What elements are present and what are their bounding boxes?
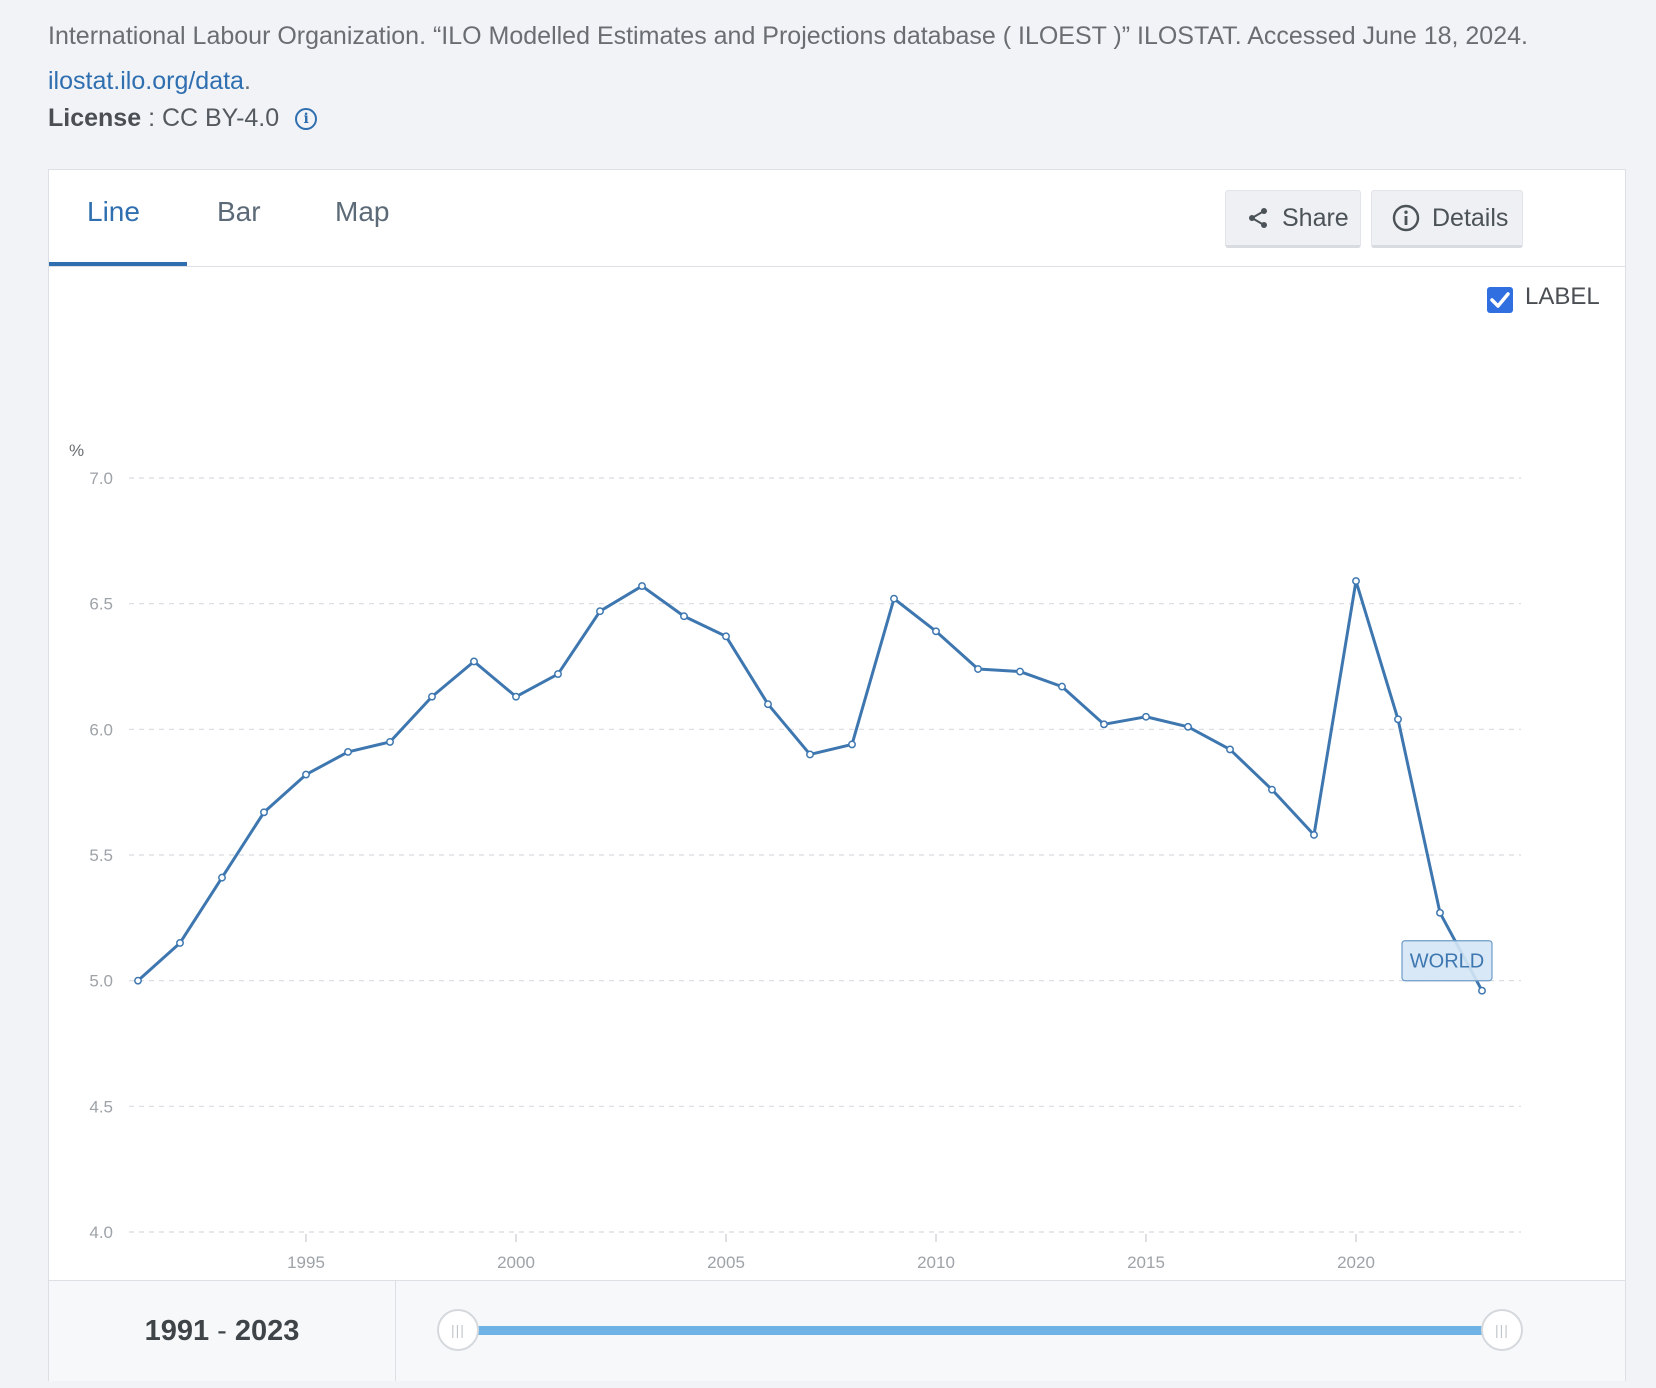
data-point xyxy=(596,607,604,616)
data-point xyxy=(1436,908,1444,917)
x-tick-label: 2000 xyxy=(497,1253,535,1272)
data-point xyxy=(176,939,184,947)
range-start: 1991 xyxy=(144,1314,210,1347)
series-line xyxy=(136,579,1484,992)
data-point xyxy=(1142,712,1150,721)
label-toggle-text: LABEL xyxy=(1525,283,1600,310)
data-point xyxy=(386,737,394,746)
license-value: : CC BY-4.0 xyxy=(148,104,280,132)
data-point xyxy=(428,692,436,701)
data-point xyxy=(1352,577,1360,585)
chart-panel: Line Bar Map Share Details % 7.0 6.5 6.0 5.5… xyxy=(48,169,1626,1381)
y-tick-label: 6.0 xyxy=(89,720,113,739)
data-point xyxy=(218,873,226,882)
range-handle-end[interactable]: ||| xyxy=(1481,1309,1523,1351)
y-tick-label: 5.0 xyxy=(89,972,113,991)
x-tick-label: 1995 xyxy=(287,1253,325,1272)
data-point xyxy=(1268,785,1276,794)
range-slider-track[interactable] xyxy=(461,1326,1501,1335)
citation: International Labour Organization. “ILO … xyxy=(48,14,1628,104)
share-icon xyxy=(1249,208,1267,228)
data-point xyxy=(890,594,898,603)
data-point xyxy=(638,582,646,591)
data-point xyxy=(1310,830,1318,839)
series-label-box xyxy=(1401,940,1493,982)
tab-line[interactable]: Line xyxy=(87,196,140,227)
y-tick-label: 4.0 xyxy=(89,1223,113,1242)
range-end: 2023 xyxy=(234,1314,300,1347)
data-point xyxy=(1016,667,1024,676)
y-tick-label: 6.5 xyxy=(89,595,113,614)
data-point xyxy=(806,750,814,759)
data-point xyxy=(470,657,478,666)
license-label: License xyxy=(48,104,142,132)
share-button[interactable]: Share xyxy=(1225,190,1361,248)
data-point xyxy=(932,627,940,636)
data-point xyxy=(848,740,856,749)
y-axis-label: % xyxy=(69,441,84,460)
data-point xyxy=(1058,682,1066,691)
info-icon[interactable]: i xyxy=(295,107,318,130)
data-point xyxy=(680,612,688,621)
line-chart: % 7.0 6.5 6.0 5.5 5.0 4.5 4.0 1995 2000 2005 2010 20… xyxy=(69,441,1521,1272)
tab-map[interactable]: Map xyxy=(335,196,390,227)
data-point xyxy=(1478,986,1486,995)
data-point xyxy=(302,770,310,779)
y-tick-label: 4.5 xyxy=(89,1097,113,1116)
data-point xyxy=(344,748,352,756)
x-tick-label: 2015 xyxy=(1127,1253,1165,1272)
share-label: Share xyxy=(1282,203,1349,232)
data-point xyxy=(134,976,142,985)
data-point xyxy=(1100,720,1108,729)
label-checkbox[interactable] xyxy=(1487,287,1513,313)
series-label: WORLD xyxy=(1410,951,1484,973)
y-tick-label: 5.5 xyxy=(89,846,113,865)
data-point xyxy=(764,700,772,709)
tab-bar[interactable]: Bar xyxy=(217,196,261,227)
citation-text: International Labour Organization. “ILO … xyxy=(48,22,1528,50)
data-point xyxy=(1394,715,1402,724)
y-tick-label: 7.0 xyxy=(89,469,113,488)
active-tab-indicator xyxy=(49,262,187,266)
details-label: Details xyxy=(1432,203,1509,232)
data-point xyxy=(1226,745,1234,754)
range-handle-start[interactable]: ||| xyxy=(437,1309,479,1351)
x-tick-label: 2005 xyxy=(707,1253,745,1272)
data-point xyxy=(512,692,520,701)
details-button[interactable]: Details xyxy=(1371,190,1523,248)
license: License : CC BY-4.0 i xyxy=(48,104,318,133)
x-tick-label: 2020 xyxy=(1337,1253,1375,1272)
range-separator: - xyxy=(217,1314,227,1347)
range-footer: 1991 - 2023 ||| ||| xyxy=(49,1280,1625,1381)
year-range: 1991 - 2023 xyxy=(49,1281,396,1381)
chart-tabs: Line Bar Map Share Details xyxy=(49,170,1625,267)
citation-link[interactable]: ilostat.ilo.org/data xyxy=(48,67,244,95)
checkmark-icon xyxy=(1490,292,1510,308)
info-icon xyxy=(1392,204,1420,232)
data-point xyxy=(260,808,268,817)
data-point xyxy=(974,665,982,673)
data-point xyxy=(1184,722,1192,731)
x-tick-label: 2010 xyxy=(917,1253,955,1272)
data-point xyxy=(554,670,562,678)
citation-link-suffix: . xyxy=(243,67,251,95)
data-point xyxy=(722,632,730,641)
